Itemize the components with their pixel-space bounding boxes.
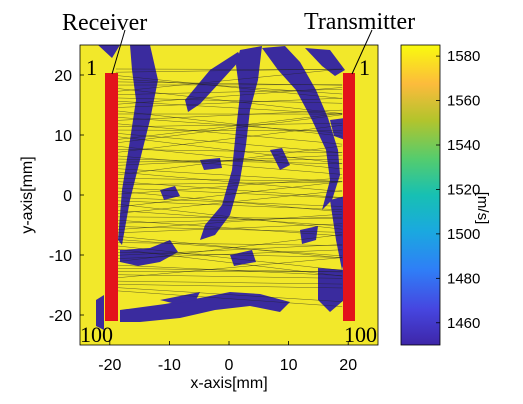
y-tick-label: -20 (49, 308, 72, 325)
transmitter-array (343, 73, 355, 321)
plot-area (80, 45, 378, 345)
y-tick-label: 0 (63, 188, 72, 205)
colorbar (401, 45, 440, 345)
x-tick-label: 0 (225, 357, 234, 374)
colorbar-tick-label: 1500 (447, 226, 480, 243)
y-axis-ticks: 20 10 0 -10 -20 (49, 68, 84, 325)
receiver-index-bottom: 100 (80, 322, 113, 347)
x-tick-label: -20 (98, 357, 121, 374)
y-axis-label: y-axis[mm] (19, 156, 36, 233)
receiver-label: Receiver (62, 10, 147, 36)
colorbar-unit-label: [m/s] (474, 192, 491, 225)
colorbar-tick-label: 1460 (447, 315, 480, 332)
transmitter-label: Transmitter (304, 9, 415, 35)
receiver-index-top: 1 (86, 55, 97, 80)
colorbar-tick-label: 1580 (447, 48, 480, 65)
x-axis-label: x-axis[mm] (190, 375, 267, 392)
colorbar-tick-label: 1560 (447, 93, 480, 110)
x-tick-label: -10 (158, 357, 181, 374)
receiver-array (105, 73, 118, 321)
y-tick-label: 20 (54, 68, 72, 85)
colorbar-tick-label: 1480 (447, 270, 480, 287)
transmitter-index-top: 1 (359, 55, 370, 80)
x-axis-ticks: -20 -10 0 10 20 (98, 341, 357, 374)
x-tick-label: 10 (280, 357, 298, 374)
y-tick-label: -10 (49, 248, 72, 265)
colorbar-tick-label: 1540 (447, 137, 480, 154)
transmitter-index-bottom: 100 (344, 322, 377, 347)
x-tick-label: 20 (339, 357, 357, 374)
y-tick-label: 10 (54, 128, 72, 145)
